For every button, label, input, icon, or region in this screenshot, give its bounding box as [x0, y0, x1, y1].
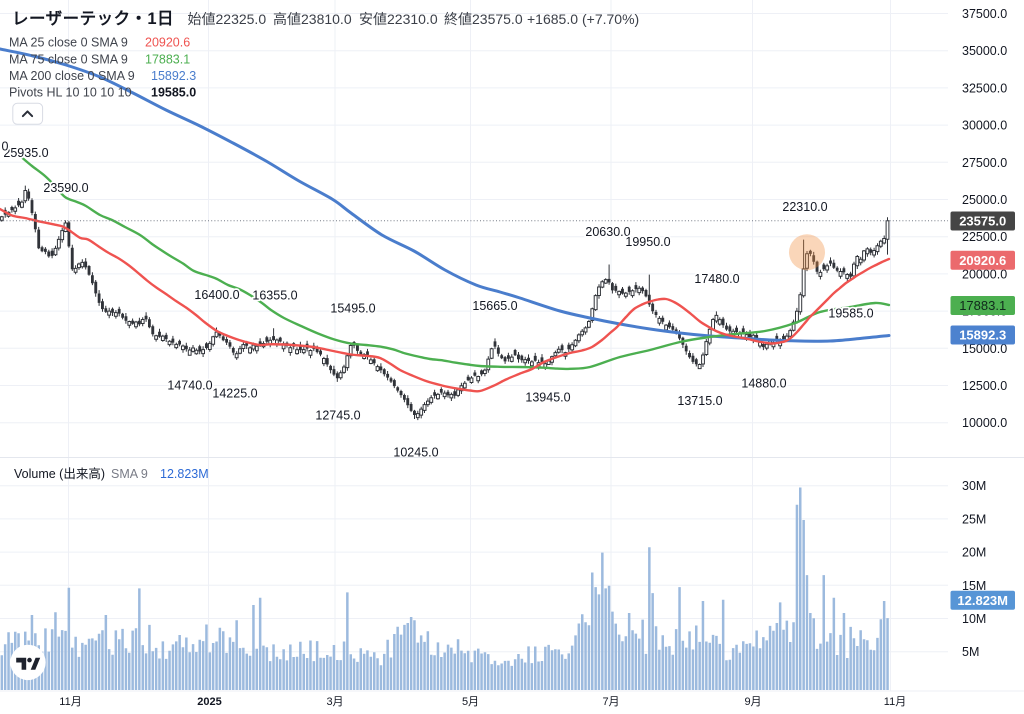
svg-text:19585.0: 19585.0 — [828, 307, 873, 321]
svg-text:10000.0: 10000.0 — [962, 416, 1007, 430]
svg-text:10M: 10M — [962, 612, 986, 626]
svg-text:15892.3: 15892.3 — [151, 69, 196, 83]
svg-text:12500.0: 12500.0 — [962, 379, 1007, 393]
svg-text:22310.0: 22310.0 — [782, 200, 827, 214]
svg-text:23590.0: 23590.0 — [43, 181, 88, 195]
svg-text:17883.1: 17883.1 — [145, 53, 190, 67]
svg-text:19950.0: 19950.0 — [625, 235, 670, 249]
svg-text:+1685.0: +1685.0 — [527, 11, 578, 27]
svg-text:MA 75 close 0 SMA 9: MA 75 close 0 SMA 9 — [9, 53, 128, 67]
svg-text:32500.0: 32500.0 — [962, 81, 1007, 95]
svg-text:16355.0: 16355.0 — [252, 289, 297, 303]
svg-text:30M: 30M — [962, 479, 986, 493]
svg-text:13945.0: 13945.0 — [525, 391, 570, 405]
svg-text:13715.0: 13715.0 — [677, 394, 722, 408]
svg-text:レーザーテック・1日: レーザーテック・1日 — [12, 9, 174, 28]
svg-text:23575.0: 23575.0 — [959, 214, 1006, 229]
svg-text:3月: 3月 — [326, 696, 343, 708]
svg-text:14225.0: 14225.0 — [212, 386, 257, 400]
svg-text:0: 0 — [2, 140, 9, 154]
svg-text:22500.0: 22500.0 — [962, 230, 1007, 244]
svg-text:30000.0: 30000.0 — [962, 119, 1007, 133]
svg-text:7月: 7月 — [602, 696, 619, 708]
svg-text:19585.0: 19585.0 — [151, 86, 196, 100]
svg-text:Pivots HL 10 10 10 10: Pivots HL 10 10 10 10 — [9, 86, 132, 100]
svg-text:12.823M: 12.823M — [957, 593, 1008, 608]
svg-text:11月: 11月 — [884, 696, 906, 708]
svg-text:12.823M: 12.823M — [160, 467, 209, 481]
svg-text:9月: 9月 — [744, 696, 761, 708]
svg-text:10245.0: 10245.0 — [393, 446, 438, 460]
svg-text:(+7.70%): (+7.70%) — [582, 11, 639, 27]
svg-text:35000.0: 35000.0 — [962, 44, 1007, 58]
svg-text:MA 200 close 0 SMA 9: MA 200 close 0 SMA 9 — [9, 69, 135, 83]
svg-text:15665.0: 15665.0 — [472, 299, 517, 313]
svg-text:Volume (出来高): Volume (出来高) — [14, 466, 105, 481]
svg-text:25000.0: 25000.0 — [962, 193, 1007, 207]
svg-text:17480.0: 17480.0 — [694, 272, 739, 286]
svg-text:終値23575.0: 終値23575.0 — [444, 11, 523, 27]
svg-text:14740.0: 14740.0 — [167, 379, 212, 393]
svg-text:14880.0: 14880.0 — [741, 377, 786, 391]
svg-text:SMA 9: SMA 9 — [111, 467, 148, 481]
svg-text:25M: 25M — [962, 512, 986, 526]
svg-text:2025: 2025 — [197, 696, 221, 708]
svg-text:20M: 20M — [962, 546, 986, 560]
svg-text:15000.0: 15000.0 — [962, 342, 1007, 356]
svg-text:5M: 5M — [962, 645, 979, 659]
svg-text:始値22325.0: 始値22325.0 — [188, 11, 267, 27]
svg-text:16400.0: 16400.0 — [194, 288, 239, 302]
svg-text:5月: 5月 — [462, 696, 479, 708]
svg-text:12745.0: 12745.0 — [315, 408, 360, 422]
svg-text:15M: 15M — [962, 579, 986, 593]
svg-text:20000.0: 20000.0 — [962, 267, 1007, 281]
svg-text:20920.6: 20920.6 — [959, 253, 1006, 268]
svg-text:11月: 11月 — [59, 696, 81, 708]
svg-text:高値23810.0: 高値23810.0 — [273, 11, 352, 27]
svg-text:25935.0: 25935.0 — [3, 146, 48, 160]
svg-text:37500.0: 37500.0 — [962, 7, 1007, 21]
svg-text:15495.0: 15495.0 — [330, 302, 375, 316]
svg-text:20630.0: 20630.0 — [585, 225, 630, 239]
svg-text:15892.3: 15892.3 — [959, 328, 1006, 343]
svg-text:MA 25 close 0 SMA 9: MA 25 close 0 SMA 9 — [9, 36, 128, 50]
svg-text:27500.0: 27500.0 — [962, 156, 1007, 170]
svg-text:17883.1: 17883.1 — [959, 298, 1006, 313]
svg-text:安値22310.0: 安値22310.0 — [359, 11, 438, 27]
svg-text:20920.6: 20920.6 — [145, 36, 190, 50]
